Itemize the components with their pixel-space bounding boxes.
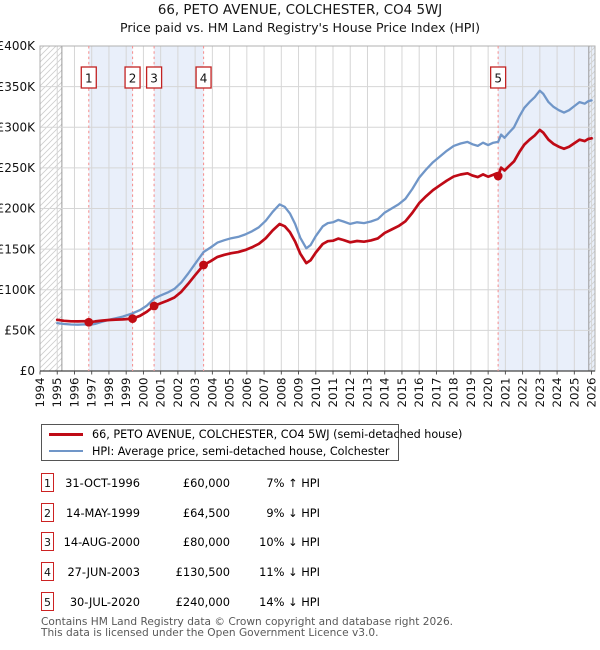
transaction-price: £130,500	[175, 565, 230, 580]
x-axis-label: 2009	[292, 378, 306, 408]
sale-marker-number: 1	[85, 72, 93, 86]
sale-marker-flag	[195, 66, 212, 89]
x-axis-label: 1994	[33, 378, 47, 408]
y-axis-label: £50K	[4, 324, 36, 338]
transaction-number-badge: 5	[41, 591, 54, 611]
property-price-line	[55, 128, 593, 324]
x-axis-label: 2017	[429, 378, 443, 408]
page-title: 66, PETO AVENUE, COLCHESTER, CO4 5WJ	[157, 3, 443, 18]
x-axis-label: 2013	[360, 378, 374, 408]
transaction-date: 27-JUN-2003	[67, 565, 140, 580]
transaction-date: 31-OCT-1996	[65, 476, 140, 490]
x-axis-label: 2008	[274, 378, 288, 408]
y-axis-label: £400K	[0, 39, 36, 53]
transaction-number-badge: 4	[41, 562, 54, 582]
transaction-number-badge: 2	[41, 502, 54, 522]
transaction-number-badge: 1	[41, 473, 54, 492]
x-axis-label: 2025	[567, 378, 581, 408]
sale-marker-flag	[489, 66, 507, 89]
sale-marker-number: 4	[200, 72, 208, 86]
chart-legend: 66, PETO AVENUE, COLCHESTER, CO4 5WJ (se…	[41, 424, 462, 461]
legend-item-hpi: HPI: Average price, semi-detached house,…	[49, 444, 398, 459]
x-axis-label: 2001	[154, 378, 168, 408]
sale-marker-dot	[84, 317, 94, 327]
x-axis-label: 2000	[136, 378, 150, 408]
transaction-price: £64,500	[182, 505, 230, 520]
hpi-line	[56, 89, 593, 327]
x-axis-label: 2016	[412, 378, 426, 408]
footer-copyright: Contains HM Land Registry data © Crown c…	[41, 616, 454, 628]
x-axis-label: 2018	[447, 378, 461, 408]
sale-marker-number: 3	[150, 72, 158, 86]
x-axis-label: 2007	[257, 378, 271, 408]
x-axis-label: 1999	[119, 378, 133, 408]
transaction-date: 14-AUG-2000	[63, 535, 140, 550]
x-axis-label: 2019	[464, 378, 478, 408]
y-axis-label: £250K	[0, 161, 36, 175]
sale-marker-dot	[128, 314, 137, 323]
x-axis-label: 2010	[309, 378, 323, 408]
footer-licence: This data is licensed under the Open Gov…	[41, 627, 379, 640]
transaction-hpi-delta: 10% ↓ HPI	[259, 535, 320, 550]
transaction-price: £80,000	[182, 535, 230, 550]
transaction-hpi-delta: 11% ↓ HPI	[259, 565, 320, 580]
transaction-hpi-delta: 9% ↓ HPI	[266, 505, 320, 520]
y-axis-label: £150K	[0, 242, 36, 256]
x-axis-label: 2011	[326, 378, 340, 408]
property-line-swatch	[49, 432, 83, 436]
sale-marker-dot	[199, 260, 208, 270]
x-axis-label: 2004	[205, 378, 219, 408]
x-axis-label: 2012	[343, 378, 357, 408]
transaction-price: £240,000	[175, 594, 230, 609]
sale-marker-flag	[80, 66, 97, 89]
x-axis-label: 2005	[223, 378, 237, 408]
transaction-hpi-delta: 7% ↑ HPI	[266, 476, 320, 490]
transaction-number-badge: 3	[41, 532, 54, 552]
transaction-date: 14-MAY-1999	[65, 505, 140, 520]
transaction-hpi-delta: 14% ↓ HPI	[259, 594, 320, 609]
legend-label-hpi: HPI: Average price, semi-detached house,…	[92, 444, 390, 458]
transaction-date: 30-JUL-2020	[69, 594, 140, 609]
x-axis-label: 2023	[533, 378, 547, 408]
x-axis-label: 2024	[550, 378, 564, 408]
y-axis-label: £300K	[0, 120, 36, 134]
x-axis-label: 2014	[378, 378, 392, 408]
y-axis-label: £350K	[0, 80, 36, 94]
legend-item-property: 66, PETO AVENUE, COLCHESTER, CO4 5WJ (se…	[49, 427, 462, 442]
x-axis-label: 2021	[498, 378, 512, 408]
footer: Contains HM Land Registry data © Crown c…	[41, 616, 454, 640]
legend-label-property: 66, PETO AVENUE, COLCHESTER, CO4 5WJ (se…	[92, 427, 463, 441]
x-axis-label: 1998	[102, 378, 116, 408]
sale-marker-flag	[124, 66, 141, 89]
y-axis-label: £200K	[0, 202, 36, 216]
y-axis-label: £100K	[0, 283, 36, 297]
sale-marker-number: 5	[494, 72, 502, 86]
x-axis-label: 1997	[85, 378, 99, 408]
transaction-price: £60,000	[182, 476, 230, 490]
x-axis-label: 1995	[50, 378, 64, 408]
sale-marker-number: 2	[129, 72, 137, 86]
x-axis-label: 2006	[240, 378, 254, 408]
sale-marker-flag	[145, 66, 163, 89]
hpi-line-swatch	[49, 450, 83, 452]
x-axis-label: 2020	[481, 378, 495, 408]
x-axis-label: 2015	[395, 378, 409, 408]
x-axis-label: 2002	[171, 378, 185, 408]
x-axis-label: 1996	[67, 378, 81, 408]
sale-marker-dot	[493, 171, 503, 181]
x-axis-label: 2022	[516, 378, 530, 408]
page-subtitle: Price paid vs. HM Land Registry's House …	[119, 20, 481, 35]
y-axis-label: £0	[20, 364, 35, 378]
price-history-chart: 1994 1995 1996 1997 1998 1999 2000 2001 2002 2003…	[0, 39, 599, 408]
x-axis-label: 2026	[585, 378, 599, 408]
x-axis-label: 2003	[188, 378, 202, 408]
sale-marker-dot	[149, 301, 159, 311]
